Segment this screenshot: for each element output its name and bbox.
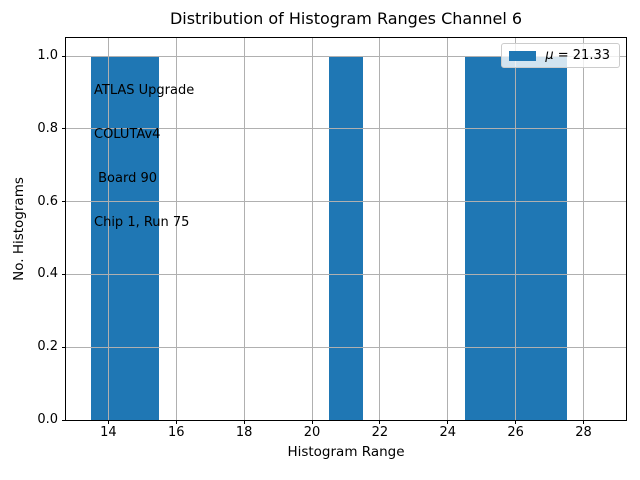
annotation-line-2: COLUTAv4 xyxy=(94,126,161,142)
x-tick-mark xyxy=(379,420,381,424)
x-tick-mark xyxy=(311,420,313,424)
x-tick-label: 14 xyxy=(100,425,117,440)
legend-mean-value: = 21.33 xyxy=(553,48,610,63)
plot-area: 14 16 18 20 22 24 26 28 0.0 0.2 0.4 0.6 0.8 1.0 ATLAS… xyxy=(37,37,627,440)
gridline-vertical xyxy=(311,38,313,420)
gridline-horizontal xyxy=(66,55,626,57)
legend-label: μ = 21.33 xyxy=(545,48,610,63)
x-tick-label: 24 xyxy=(439,425,457,440)
gridline-horizontal xyxy=(66,273,626,275)
y-tick-mark xyxy=(62,273,66,275)
x-tick-label: 16 xyxy=(168,425,185,440)
x-tick-mark xyxy=(447,420,449,424)
y-tick-label: 1.0 xyxy=(37,48,58,64)
gridline-vertical xyxy=(583,38,585,420)
gridline-vertical xyxy=(243,38,245,420)
y-tick-label: 0.2 xyxy=(37,339,58,355)
y-tick-label: 0.0 xyxy=(37,412,58,427)
histogram-bar xyxy=(91,56,160,420)
x-tick-label: 28 xyxy=(575,425,592,440)
annotation-text: ATLAS Upgrade COLUTAv4 Board 90 Chip 1, … xyxy=(94,55,194,259)
gridline-horizontal xyxy=(66,419,626,421)
gridline-vertical xyxy=(175,38,177,420)
x-tick-mark xyxy=(175,420,177,424)
gridline-horizontal xyxy=(66,128,626,130)
y-tick-mark xyxy=(62,128,66,130)
y-tick-mark xyxy=(62,419,66,421)
x-tick-label: 18 xyxy=(235,425,253,440)
x-tick-label: 26 xyxy=(507,425,524,440)
legend-mu-symbol: μ xyxy=(545,48,554,63)
chart-title: Distribution of Histogram Ranges Channel… xyxy=(169,9,523,28)
gridline-horizontal xyxy=(66,201,626,203)
x-tick-mark xyxy=(243,420,245,424)
x-tick-mark xyxy=(583,420,585,424)
ticks-layer: 14 16 18 20 22 24 26 28 0.0 0.2 0.4 0.6 0.8 1.0 xyxy=(37,38,626,440)
annotation-line-4: Chip 1, Run 75 xyxy=(94,214,190,230)
gridline-vertical xyxy=(515,38,517,420)
histogram-bar xyxy=(329,56,363,420)
legend-swatch xyxy=(509,50,537,61)
gridline-vertical xyxy=(107,38,109,420)
y-axis-label: No. Histograms xyxy=(11,177,27,281)
x-tick-label: 22 xyxy=(371,425,389,440)
gridline-vertical xyxy=(447,38,449,420)
y-tick-label: 0.4 xyxy=(37,266,58,282)
gridline-vertical xyxy=(379,38,381,420)
x-axis-label: Histogram Range xyxy=(287,444,405,460)
annotation-line-1: ATLAS Upgrade xyxy=(94,83,195,99)
x-tick-mark xyxy=(515,420,517,424)
legend: μ = 21.33 xyxy=(501,43,620,68)
x-tick-label: 20 xyxy=(303,425,321,440)
bars-layer xyxy=(66,38,626,420)
y-tick-mark xyxy=(62,201,66,203)
annotation-line-3: Board 90 xyxy=(94,170,158,186)
gridline-horizontal xyxy=(66,346,626,348)
x-tick-mark xyxy=(107,420,109,424)
y-tick-mark xyxy=(62,346,66,348)
y-tick-label: 0.6 xyxy=(37,193,58,209)
y-tick-label: 0.8 xyxy=(37,120,58,136)
y-tick-mark xyxy=(62,55,66,57)
